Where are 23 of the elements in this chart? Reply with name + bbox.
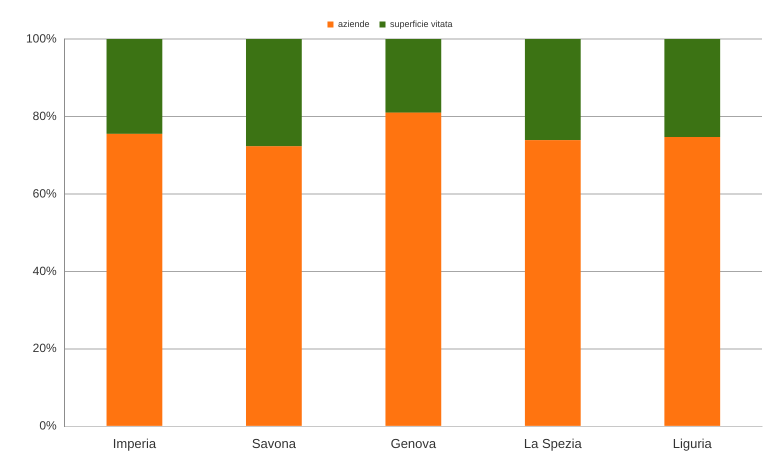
legend-label: aziende	[338, 18, 370, 29]
y-tick-label: 80%	[32, 108, 58, 123]
y-tick-label: 20%	[32, 341, 58, 356]
x-tick-label: Savona	[252, 436, 297, 451]
bar	[524, 140, 581, 426]
y-tick-label: 40%	[32, 264, 58, 278]
y-tick-label: 60%	[32, 186, 58, 200]
x-tick-label: Liguria	[672, 436, 713, 451]
bar	[246, 146, 302, 426]
bar	[106, 134, 162, 426]
bar	[524, 39, 581, 140]
bar	[246, 39, 302, 146]
x-tick-label: La Spezia	[524, 436, 582, 451]
y-tick-label: 0%	[39, 418, 58, 433]
bar	[385, 39, 442, 113]
bar	[664, 39, 720, 138]
y-tick-label: 100%	[26, 31, 58, 46]
legend-label: superficie vitata	[390, 18, 453, 29]
bar	[664, 137, 720, 426]
x-tick-label: Imperia	[112, 436, 157, 451]
bar	[106, 39, 162, 134]
bar	[385, 112, 442, 426]
x-tick-label: Genova	[390, 436, 437, 451]
